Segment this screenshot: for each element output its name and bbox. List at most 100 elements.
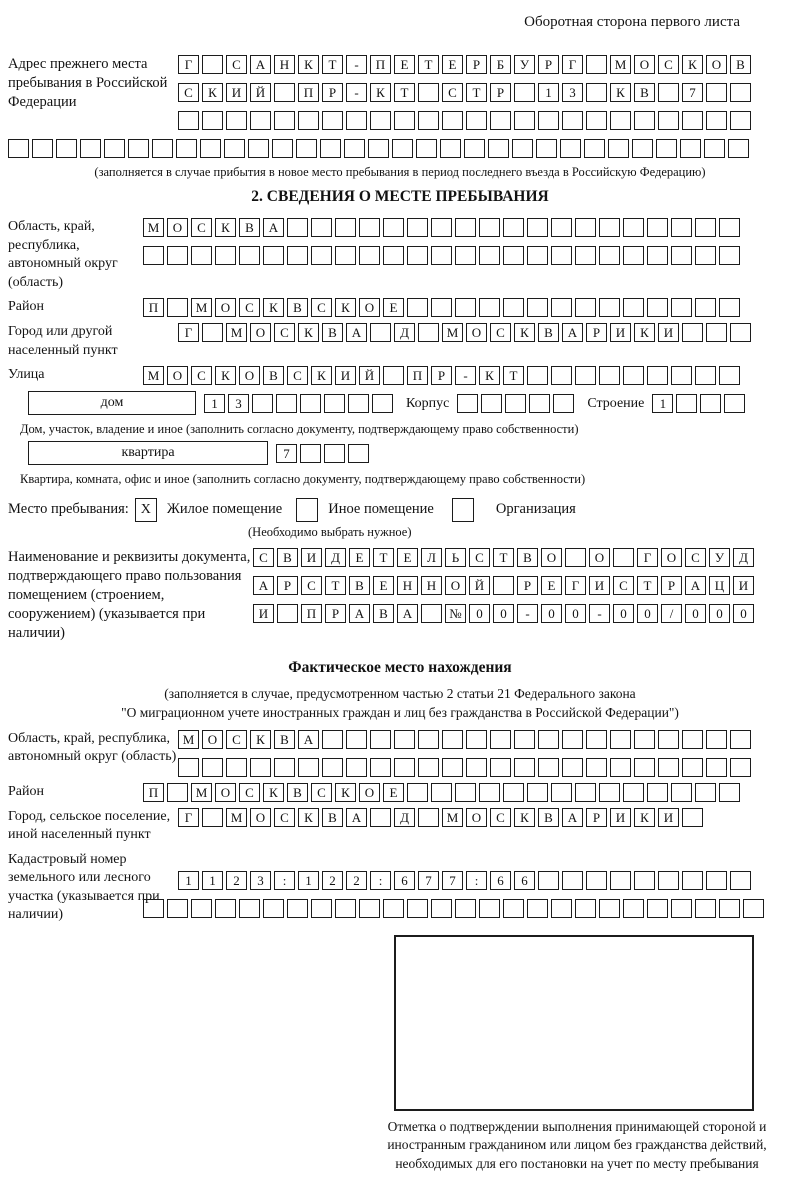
char-cell: [647, 366, 668, 386]
char-cell: [226, 111, 247, 130]
char-cell: [479, 298, 500, 318]
korpus-row: [457, 393, 577, 413]
char-cell: К: [335, 298, 356, 318]
stroenie-label: Строение: [587, 396, 645, 412]
char-cell: К: [514, 807, 535, 827]
char-cell: Т: [466, 83, 487, 102]
char-cell: [418, 807, 439, 827]
char-cell: [527, 298, 548, 318]
city-label: Город или другой населенный пункт: [8, 324, 118, 358]
char-cell: [287, 218, 308, 238]
char-cell: -: [589, 603, 610, 623]
char-cell: [488, 139, 509, 158]
char-cell: [56, 139, 77, 158]
char-cell: [706, 111, 727, 130]
char-cell: В: [287, 298, 308, 318]
char-cell: Т: [503, 366, 524, 386]
checkbox-other-premises-label: Иное помещение: [328, 501, 434, 518]
char-cell: С: [658, 55, 679, 74]
char-cell: [586, 757, 607, 777]
char-cell: [512, 139, 533, 158]
char-cell: [658, 111, 679, 130]
char-cell: [298, 757, 319, 777]
char-cell: К: [298, 323, 319, 343]
char-cell: [514, 729, 535, 749]
char-cell: 1: [538, 83, 559, 102]
char-cell: [682, 870, 703, 890]
char-cell: [671, 898, 692, 918]
char-cell: И: [589, 575, 610, 595]
char-cell: К: [298, 55, 319, 74]
char-cell: [274, 757, 295, 777]
char-cell: -: [455, 366, 476, 386]
char-cell: О: [167, 366, 188, 386]
char-cell: О: [215, 782, 236, 802]
char-cell: [575, 782, 596, 802]
cadastral-label: Кадастровый номер земельного или лесного…: [8, 851, 160, 923]
char-cell: :: [466, 870, 487, 890]
char-cell: 1: [204, 393, 225, 413]
char-cell: В: [239, 218, 260, 238]
char-cell: 0: [637, 603, 658, 623]
char-cell: 2: [322, 870, 343, 890]
char-cell: М: [226, 323, 247, 343]
char-cell: [383, 218, 404, 238]
char-cell: [586, 55, 607, 74]
char-cell: [551, 218, 572, 238]
char-cell: [372, 393, 393, 413]
checkbox-other-premises: [296, 497, 319, 522]
char-cell: [202, 807, 223, 827]
char-cell: [490, 757, 511, 777]
char-cell: [538, 757, 559, 777]
char-cell: [479, 782, 500, 802]
char-cell: К: [215, 218, 236, 238]
char-cell: И: [226, 83, 247, 102]
char-cell: [383, 246, 404, 266]
char-cell: О: [661, 547, 682, 567]
char-cell: [178, 757, 199, 777]
char-cell: Р: [277, 575, 298, 595]
char-cell: [152, 139, 173, 158]
char-cell: Б: [490, 55, 511, 74]
char-cell: [634, 111, 655, 130]
char-cell: П: [298, 83, 319, 102]
char-cell: О: [589, 547, 610, 567]
char-cell: М: [143, 366, 164, 386]
char-cell: [623, 898, 644, 918]
actual-city-label: Город, сельское поселение, иной населенн…: [8, 808, 171, 843]
char-cell: [575, 218, 596, 238]
char-cell: [536, 139, 557, 158]
char-cell: П: [301, 603, 322, 623]
char-cell: [311, 898, 332, 918]
char-cell: [527, 782, 548, 802]
char-cell: [671, 246, 692, 266]
char-cell: [680, 139, 701, 158]
char-cell: [346, 111, 367, 130]
apartment-caption: Квартира, комната, офис и иное (заполнит…: [20, 472, 586, 487]
char-cell: Р: [586, 323, 607, 343]
char-cell: [202, 55, 223, 74]
char-cell: [394, 729, 415, 749]
char-cell: И: [610, 323, 631, 343]
char-cell: П: [143, 298, 164, 318]
char-cell: 2: [346, 870, 367, 890]
char-cell: О: [466, 323, 487, 343]
char-cell: [695, 366, 716, 386]
char-cell: Д: [325, 547, 346, 567]
char-cell: К: [298, 807, 319, 827]
char-cell: [407, 298, 428, 318]
char-cell: [311, 246, 332, 266]
char-cell: [730, 83, 751, 102]
document-label: Наименование и реквизиты документа, подт…: [8, 548, 251, 642]
char-cell: Т: [322, 55, 343, 74]
char-cell: [252, 393, 273, 413]
char-cell: К: [335, 782, 356, 802]
char-cell: [440, 139, 461, 158]
char-cell: [730, 111, 751, 130]
char-cell: [706, 870, 727, 890]
char-cell: [527, 218, 548, 238]
